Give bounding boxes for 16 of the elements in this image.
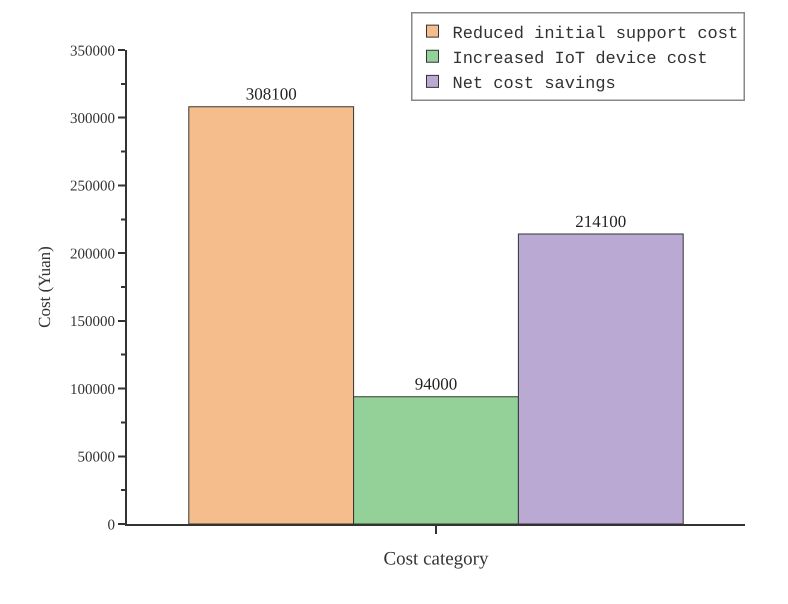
data-label: 94000	[414, 374, 458, 394]
legend-label: Increased IoT device cost	[452, 50, 708, 69]
y-tick-label: 0	[108, 517, 115, 534]
y-tick-label: 200000	[70, 246, 115, 262]
y-tick-label: 300000	[70, 110, 115, 127]
y-tick-label: 250000	[70, 178, 115, 195]
y-tick-label: 350000	[70, 43, 115, 60]
data-label: 308100	[246, 84, 297, 104]
y-tick-label: 100000	[70, 382, 115, 398]
x-axis-title: Cost category	[383, 548, 489, 570]
y-tick-label: 150000	[70, 314, 115, 330]
y-tick-label: 50000	[78, 450, 115, 466]
legend-label: Reduced initial support cost	[452, 24, 738, 44]
data-label: 214100	[575, 212, 626, 232]
y-axis-title: Cost (Yuan)	[35, 246, 54, 328]
legend-label: Net cost savings	[452, 74, 616, 94]
